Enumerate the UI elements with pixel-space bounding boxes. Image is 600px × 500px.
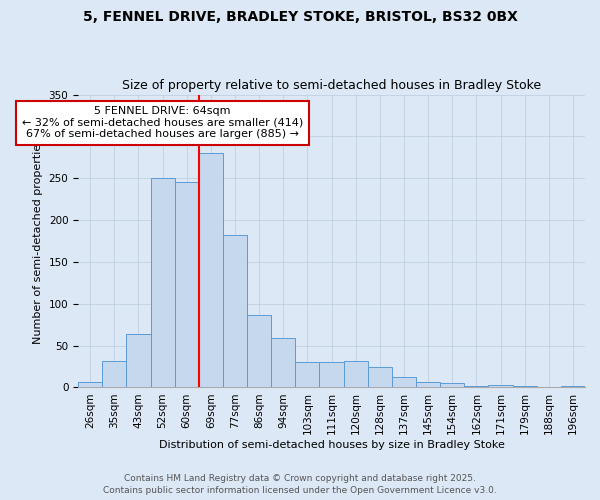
Bar bbox=[416, 382, 440, 388]
Bar bbox=[127, 334, 151, 388]
Text: 5, FENNEL DRIVE, BRADLEY STOKE, BRISTOL, BS32 0BX: 5, FENNEL DRIVE, BRADLEY STOKE, BRISTOL,… bbox=[83, 10, 517, 24]
Bar bbox=[512, 386, 537, 388]
Bar bbox=[319, 362, 344, 388]
Bar bbox=[488, 385, 512, 388]
Text: Contains HM Land Registry data © Crown copyright and database right 2025.
Contai: Contains HM Land Registry data © Crown c… bbox=[103, 474, 497, 495]
Bar bbox=[440, 384, 464, 388]
X-axis label: Distribution of semi-detached houses by size in Bradley Stoke: Distribution of semi-detached houses by … bbox=[158, 440, 505, 450]
Bar bbox=[199, 153, 223, 388]
Bar bbox=[464, 386, 488, 388]
Bar bbox=[368, 366, 392, 388]
Bar bbox=[247, 314, 271, 388]
Bar bbox=[561, 386, 585, 388]
Bar bbox=[344, 360, 368, 388]
Bar bbox=[102, 360, 127, 388]
Title: Size of property relative to semi-detached houses in Bradley Stoke: Size of property relative to semi-detach… bbox=[122, 79, 541, 92]
Bar bbox=[537, 386, 561, 388]
Bar bbox=[175, 182, 199, 388]
Text: 5 FENNEL DRIVE: 64sqm
← 32% of semi-detached houses are smaller (414)
67% of sem: 5 FENNEL DRIVE: 64sqm ← 32% of semi-deta… bbox=[22, 106, 303, 140]
Bar bbox=[392, 376, 416, 388]
Bar bbox=[223, 235, 247, 388]
Bar bbox=[271, 338, 295, 388]
Bar bbox=[151, 178, 175, 388]
Bar bbox=[295, 362, 319, 388]
Bar bbox=[78, 382, 102, 388]
Y-axis label: Number of semi-detached properties: Number of semi-detached properties bbox=[33, 138, 43, 344]
